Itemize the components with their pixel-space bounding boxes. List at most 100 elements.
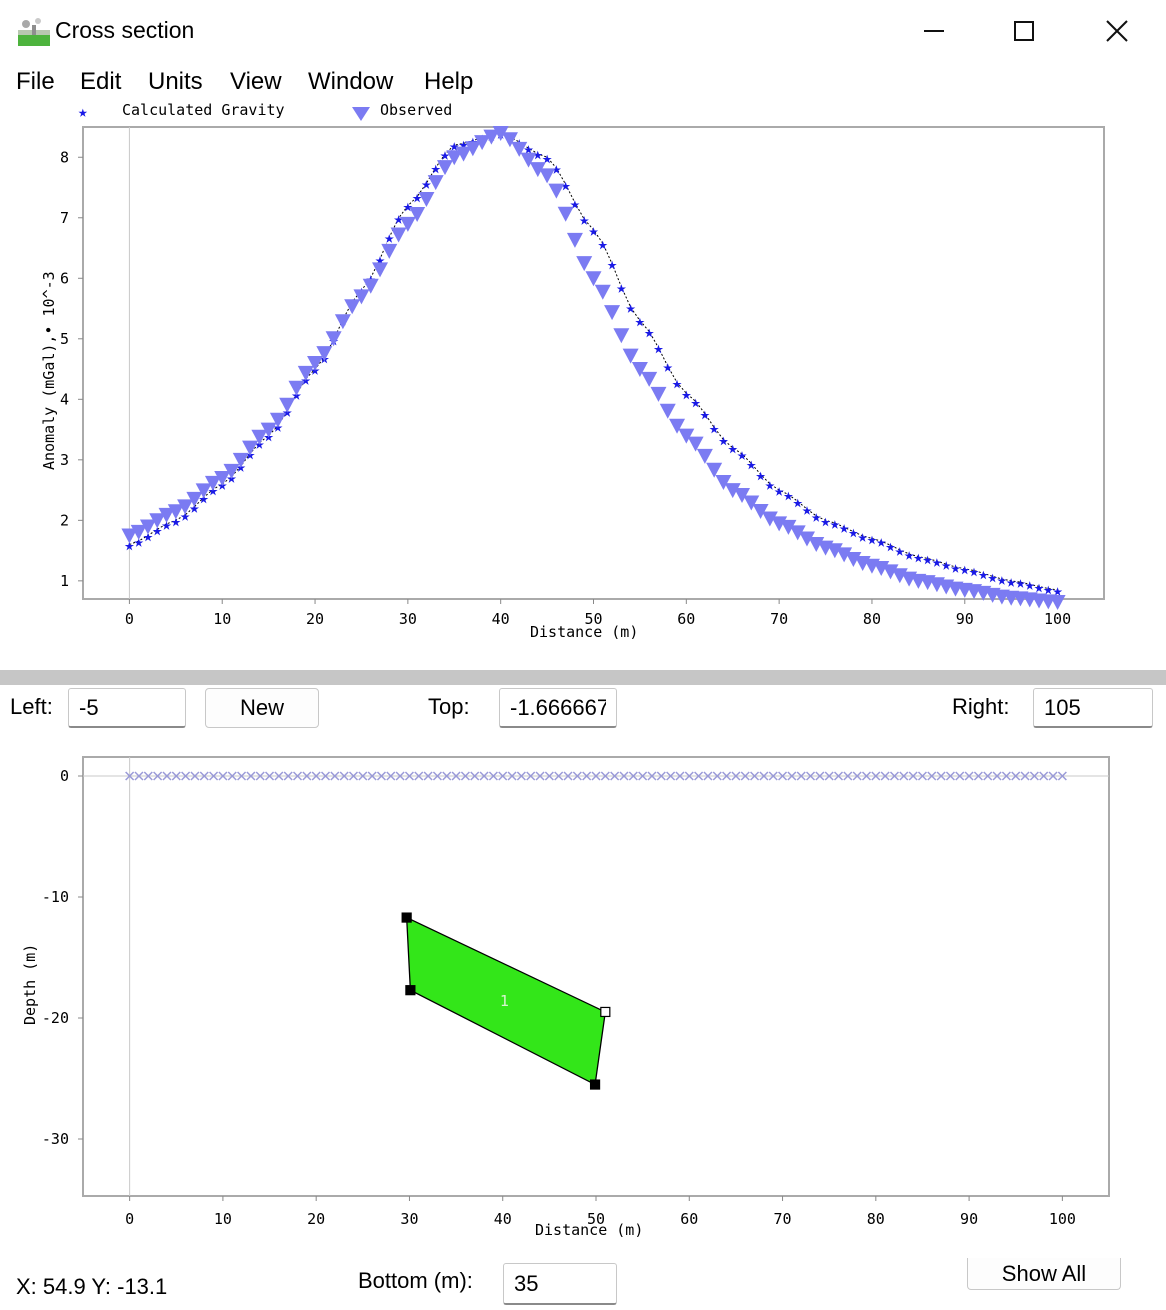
station-marker — [647, 771, 657, 781]
profile-x-tick-label: 100 — [1044, 610, 1071, 628]
calculated-gravity-point: ★ — [403, 197, 413, 217]
profile-x-tick-label: 50 — [584, 610, 602, 628]
calculated-gravity-point: ★ — [626, 298, 636, 318]
station-marker — [591, 771, 601, 781]
vertex-handle[interactable] — [589, 1079, 601, 1090]
station-marker — [218, 771, 228, 781]
station-marker — [712, 771, 722, 781]
close-button[interactable] — [1071, 0, 1163, 62]
calculated-gravity-point: ★ — [171, 511, 181, 531]
calculated-gravity-point: ★ — [802, 500, 812, 520]
section-x-axis-label: Distance (m) — [535, 1221, 643, 1239]
station-marker — [367, 771, 377, 781]
calculated-gravity-point: ★ — [124, 536, 134, 556]
section-x-tick-label: 70 — [774, 1210, 792, 1228]
section-y-tick-label: -10 — [42, 888, 69, 906]
station-marker — [554, 771, 564, 781]
observed-point — [390, 227, 407, 243]
station-marker — [339, 771, 349, 781]
calculated-gravity-point: ★ — [161, 515, 171, 535]
left-input[interactable] — [68, 688, 186, 728]
profile-x-tick-label: 30 — [399, 610, 417, 628]
vertex-handle[interactable] — [401, 912, 412, 923]
station-marker — [209, 771, 219, 781]
minimize-icon — [924, 30, 944, 32]
vertex-handle[interactable] — [600, 1006, 611, 1018]
menu-file[interactable]: File — [16, 68, 55, 95]
calculated-gravity-point: ★ — [997, 570, 1007, 590]
left-label: Left: — [10, 694, 53, 719]
calculated-gravity-point: ★ — [431, 159, 441, 179]
observed-point — [761, 511, 778, 527]
station-marker — [237, 771, 247, 781]
new-button[interactable]: New — [205, 688, 319, 728]
station-marker — [703, 771, 713, 781]
calculated-gravity-point: ★ — [690, 392, 700, 412]
observed-point — [492, 126, 509, 142]
observed-point — [446, 150, 463, 166]
station-marker — [563, 771, 573, 781]
station-marker — [666, 771, 676, 781]
observed-point — [548, 183, 565, 199]
station-marker — [283, 771, 293, 781]
bottom-input[interactable] — [503, 1263, 617, 1305]
calculated-gravity-point: ★ — [533, 145, 543, 165]
observed-point — [279, 397, 296, 413]
calculated-gravity-point: ★ — [542, 148, 552, 168]
profile-y-tick-label: 5 — [60, 330, 69, 348]
calculated-gravity-point: ★ — [616, 278, 626, 298]
body-label: 1 — [500, 992, 509, 1010]
profile-y-tick-label: 8 — [60, 148, 69, 166]
menu-help[interactable]: Help — [424, 68, 474, 95]
station-marker — [1001, 771, 1011, 781]
top-input[interactable] — [499, 688, 617, 728]
observed-point — [613, 328, 630, 344]
station-marker — [796, 771, 806, 781]
menu-view[interactable]: View — [230, 68, 282, 95]
maximize-button[interactable] — [978, 0, 1070, 62]
vertex-handle[interactable] — [405, 985, 416, 996]
menu-units[interactable]: Units — [148, 68, 203, 95]
observed-point — [882, 564, 899, 580]
cross-section-chart[interactable]: 0 10 20 30 40 50 60 70 80 90 100 0 -10 -20 -30 1 Depth… — [0, 750, 1166, 1260]
station-marker — [171, 771, 181, 781]
station-marker — [386, 771, 396, 781]
observed-point — [557, 206, 574, 222]
profile-y-tick-label: 7 — [60, 209, 69, 227]
observed-point — [650, 386, 667, 402]
station-marker — [908, 771, 918, 781]
panel-splitter[interactable] — [0, 670, 1166, 685]
calculated-gravity-point: ★ — [904, 545, 914, 565]
observed-point — [334, 314, 351, 330]
right-label: Right: — [952, 694, 1010, 719]
observed-point — [659, 403, 676, 419]
right-input[interactable] — [1033, 688, 1153, 728]
station-marker — [1048, 771, 1058, 781]
calculated-gravity-point: ★ — [969, 562, 979, 582]
section-y-tick-label: -30 — [42, 1130, 69, 1148]
show-all-button[interactable]: Show All — [967, 1258, 1121, 1290]
observed-point — [307, 356, 324, 371]
minimize-button[interactable] — [888, 0, 980, 62]
station-marker — [619, 771, 629, 781]
observed-point — [743, 495, 760, 511]
profile-x-tick-label: 70 — [770, 610, 788, 628]
calculated-gravity-point: ★ — [375, 250, 385, 270]
app-icon — [18, 18, 50, 46]
calculated-gravity-point: ★ — [885, 536, 895, 556]
station-marker — [190, 771, 200, 781]
observed-point — [641, 371, 658, 387]
calculated-gravity-point: ★ — [941, 555, 951, 575]
profile-y-tick-label: 4 — [60, 390, 69, 408]
calculated-gravity-point: ★ — [1043, 580, 1053, 600]
maximize-icon — [1014, 21, 1034, 41]
menu-edit[interactable]: Edit — [80, 68, 122, 95]
station-marker — [451, 771, 461, 781]
station-marker — [348, 771, 359, 781]
calculated-gravity-point: ★ — [412, 188, 422, 208]
station-marker — [768, 771, 778, 781]
station-marker — [899, 771, 909, 781]
observed-point — [344, 299, 361, 315]
menu-window[interactable]: Window — [308, 68, 394, 95]
station-marker — [694, 771, 704, 781]
